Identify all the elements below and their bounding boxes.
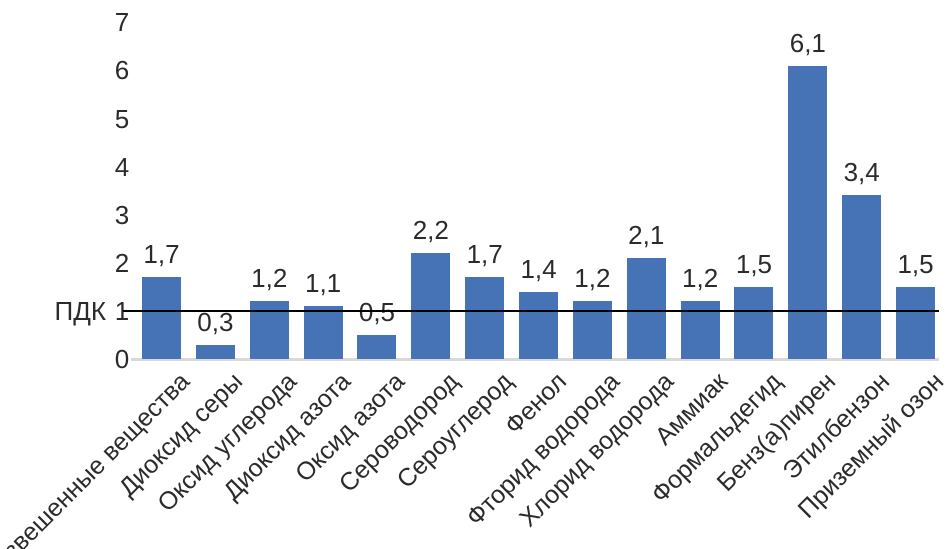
y-axis-tick-label: 4 [114,151,130,182]
bar-value-label: 1,2 [682,263,719,294]
bar-value-label: 1,2 [574,263,611,294]
bar-value-label: 0,5 [358,296,396,327]
bar-value-label: 1,4 [520,253,557,284]
bar-value-label: 2,2 [412,215,449,246]
bar [411,253,451,359]
y-axis-tick-label: 1 [114,295,130,326]
y-axis-tick-label: 5 [114,103,130,134]
y-axis-tick-label: 2 [114,247,130,278]
reference-line [123,309,939,312]
bar [465,277,505,359]
bar-value-label: 2,1 [628,219,665,250]
bar [788,65,828,359]
bar-value-label: 1,7 [466,239,503,270]
bar-value-label: 6,1 [789,27,826,58]
y-axis-tick-label: 3 [114,199,130,230]
bar [842,195,882,359]
bar [626,257,666,359]
y-axis-tick-label: 0 [114,344,130,374]
bar-value-label: 1,1 [305,268,342,299]
x-axis-baseline [131,358,939,361]
bar-value-label: 1,7 [143,239,180,270]
reference-line-label: ПДК [54,295,106,326]
bar-value-label: 1,5 [897,248,934,279]
y-axis-tick-label: 6 [114,55,130,86]
bar [896,286,936,359]
bar [357,334,397,359]
bar-value-label: 1,5 [735,248,773,279]
bar-value-label: 1,2 [251,263,288,294]
bar [303,306,343,359]
y-axis-tick-label: 7 [114,7,130,38]
bar-value-label: 3,4 [843,157,880,188]
bar [142,277,181,359]
bar [195,344,235,359]
bar [734,286,774,359]
bar [519,291,559,359]
